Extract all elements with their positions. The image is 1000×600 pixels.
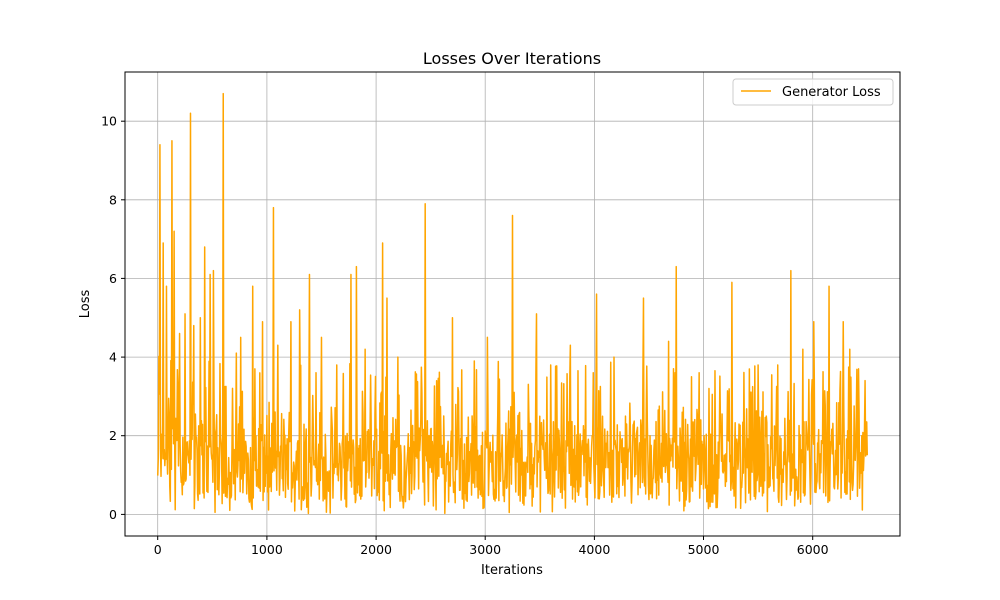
- x-axis-title: Iterations: [481, 563, 543, 578]
- y-tick-label: 10: [101, 114, 117, 129]
- x-tick-label: 6000: [797, 542, 829, 557]
- y-tick-label: 6: [109, 271, 117, 286]
- x-ticks: 0 1000 2000 3000 4000 5000 6000: [154, 536, 829, 557]
- x-tick-label: 3000: [469, 542, 501, 557]
- y-ticks: 0 2 4 6 8 10: [101, 114, 125, 522]
- x-tick-label: 1000: [251, 542, 283, 557]
- x-tick-label: 4000: [578, 542, 610, 557]
- series-layer: [157, 92, 868, 515]
- x-tick-label: 2000: [360, 542, 392, 557]
- legend: Generator Loss: [732, 78, 894, 106]
- plot-area-frame: [124, 71, 901, 537]
- x-tick-label: 5000: [688, 542, 720, 557]
- series-line-generator-loss: [157, 92, 868, 515]
- y-tick-label: 0: [109, 507, 117, 522]
- y-tick-label: 8: [109, 192, 117, 207]
- legend-box: [732, 78, 894, 106]
- legend-label-generator-loss: Generator Loss: [782, 85, 881, 100]
- chart-title: Losses Over Iterations: [423, 49, 601, 68]
- x-tick-label: 0: [154, 542, 162, 557]
- y-axis-title: Loss: [78, 290, 93, 319]
- y-tick-label: 2: [109, 428, 117, 443]
- y-tick-label: 4: [109, 350, 117, 365]
